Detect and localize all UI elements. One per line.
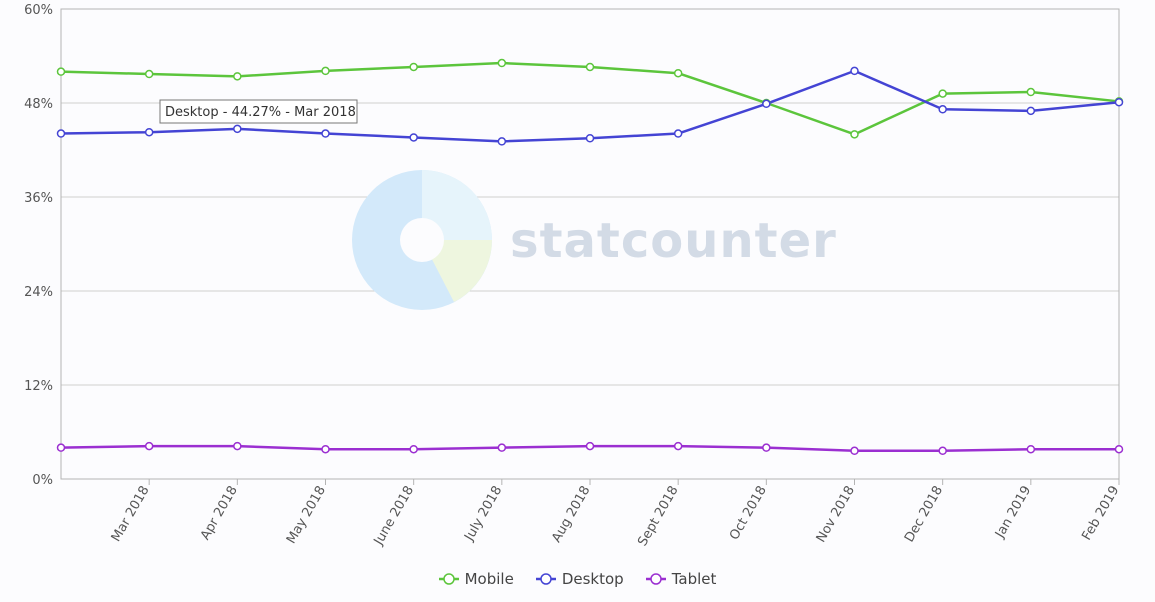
x-tick-label: Dec 2018 [902,484,946,546]
tablet-point[interactable] [321,444,330,454]
mobile-point[interactable] [144,69,154,79]
legend-item-mobile[interactable]: Mobile [438,570,514,588]
mobile-point[interactable] [850,130,859,139]
mobile-point[interactable] [497,58,507,68]
desktop-point[interactable] [1114,97,1124,107]
mobile-point[interactable] [409,62,418,72]
desktop-legend-marker-icon [535,573,556,585]
watermark-text: statcounter [510,213,837,269]
desktop-point[interactable] [850,66,859,76]
desktop-point[interactable] [233,124,242,134]
legend-item-desktop[interactable]: Desktop [535,570,624,588]
y-tick-label: 24% [24,285,53,300]
tablet-point[interactable] [938,446,947,456]
tablet-point[interactable] [497,443,507,452]
desktop-point[interactable] [762,99,771,109]
tooltip: Desktop - 44.27% - Mar 2018 [159,99,358,124]
legend-label: Mobile [464,570,514,588]
legend-item-tablet[interactable]: Tablet [645,570,717,588]
tablet-point[interactable] [144,441,154,451]
tablet-point[interactable] [585,441,595,451]
y-axis-ticks: 0% 12% 24% 36% 48% 60% [24,3,53,488]
x-tick-label: June 2018 [371,484,417,549]
y-tick-label: 36% [24,191,53,206]
legend: Mobile Desktop Tablet [0,570,1155,588]
series-layer [56,58,1124,456]
x-tick-label: Feb 2019 [1079,484,1122,544]
mobile-legend-marker-icon [438,573,459,585]
x-tick-label: Oct 2018 [727,484,770,543]
y-tick-label: 0% [32,473,53,488]
desktop-point[interactable] [56,129,66,138]
mobile-point[interactable] [938,89,947,98]
x-tick-label: Jan 2019 [992,484,1034,542]
legend-label: Desktop [561,570,624,588]
x-tick-label: July 2018 [462,484,506,545]
tablet-point[interactable] [409,444,418,454]
y-tick-label: 48% [24,97,53,112]
desktop-point[interactable] [1026,106,1036,116]
mobile-point[interactable] [673,68,683,78]
mobile-point[interactable] [56,67,66,76]
desktop-point[interactable] [409,133,418,142]
tooltip-text: Desktop - 44.27% - Mar 2018 [165,105,356,120]
mobile-point[interactable] [321,66,330,76]
watermark-logo-hole [400,218,444,262]
tablet-point[interactable] [850,446,859,456]
desktop-point[interactable] [673,129,683,138]
desktop-point[interactable] [144,127,154,137]
tablet-point[interactable] [1114,444,1124,454]
tablet-point[interactable] [673,441,683,451]
x-axis-ticks: Mar 2018 Apr 2018 May 2018 June 2018 July 20… [109,479,1122,549]
desktop-point[interactable] [938,105,947,114]
x-tick-label: Nov 2018 [814,484,858,546]
mobile-point[interactable] [233,72,242,81]
mobile-point[interactable] [1026,87,1036,97]
y-tick-label: 12% [24,379,53,394]
tablet-point[interactable] [1026,444,1036,454]
line-chart: 0% 12% 24% 36% 48% 60% statcounter Mar 2018 Ap… [24,3,1124,549]
desktop-point[interactable] [585,134,595,143]
x-tick-label: Mar 2018 [109,484,153,545]
x-tick-label: May 2018 [284,484,329,547]
desktop-point[interactable] [497,137,507,146]
x-tick-label: Sept 2018 [635,484,681,549]
statcounter-watermark: statcounter [352,170,837,310]
tablet-legend-marker-icon [645,573,666,585]
legend-label: Tablet [671,570,717,588]
tablet-point[interactable] [56,443,66,452]
x-tick-label: Apr 2018 [198,484,241,543]
mobile-point[interactable] [585,62,595,72]
tablet-point[interactable] [233,441,242,451]
tooltip-box [159,99,358,124]
desktop-point[interactable] [321,129,330,138]
mobile-line [60,61,1120,136]
watermark-logo-segment-icon [422,170,492,240]
y-tick-label: 60% [24,3,53,18]
watermark-logo-segment-icon [422,240,492,302]
tablet-point[interactable] [762,443,771,452]
x-tick-label: Aug 2018 [549,484,593,546]
